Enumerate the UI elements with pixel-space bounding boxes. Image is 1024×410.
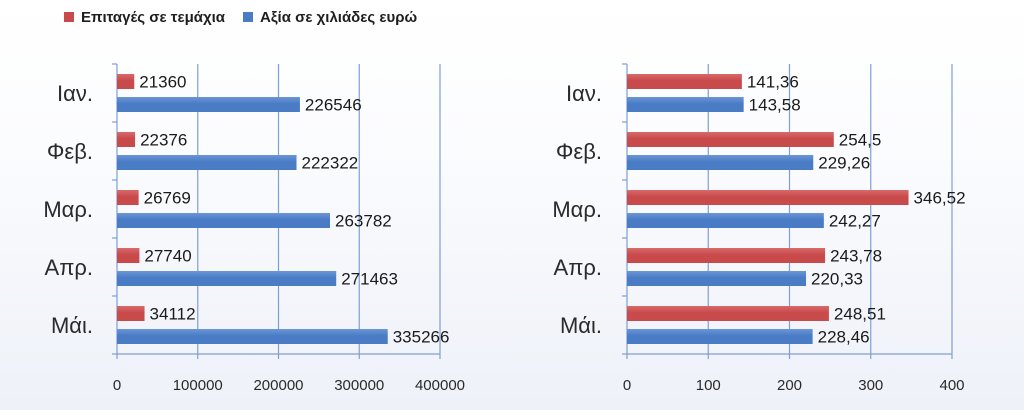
x-tick-label: 100000 — [173, 377, 223, 394]
data-label: 263782 — [335, 212, 392, 231]
bar-orders — [627, 248, 826, 263]
bar-orders — [627, 190, 909, 205]
data-label: 242,27 — [829, 212, 881, 231]
data-label: 222322 — [302, 154, 359, 173]
data-label: 248,51 — [834, 305, 886, 324]
bar-orders — [117, 132, 136, 147]
data-label: 26769 — [144, 189, 191, 208]
data-label: 22376 — [140, 131, 187, 150]
category-label: Φεβ. — [47, 139, 93, 164]
chart-panel-2: 0 100 200 300 400 Ιαν. 141,36 143,58 Φεβ. 254,5 22… — [552, 63, 966, 394]
bar-orders — [117, 306, 145, 321]
data-label: 335266 — [393, 328, 450, 347]
data-label: 34112 — [150, 305, 196, 324]
bar-orders — [627, 132, 834, 147]
bar-value — [627, 97, 744, 112]
data-label: 143,58 — [749, 96, 801, 115]
legend-swatch-orders — [64, 12, 74, 22]
x-tick-label: 0 — [623, 377, 631, 394]
data-label: 254,5 — [839, 131, 882, 150]
category-label: Φεβ. — [556, 139, 602, 164]
bar-orders — [117, 74, 135, 89]
data-label: 21360 — [139, 73, 186, 92]
category-label: Ιαν. — [57, 81, 93, 106]
bar-orders — [117, 248, 140, 263]
x-tick-label: 200 — [777, 377, 802, 394]
bar-orders — [627, 74, 742, 89]
data-label: 271463 — [341, 270, 398, 289]
x-tick-label: 400 — [939, 377, 964, 394]
category-label: Μάι. — [560, 313, 602, 338]
chart-legend: Επιταγές σε τεμάχια Αξία σε χιλιάδες ευρ… — [64, 6, 417, 28]
x-tick-label: 0 — [113, 377, 121, 394]
legend-item-orders: Επιταγές σε τεμάχια — [64, 9, 225, 26]
x-tick-label: 300000 — [334, 377, 384, 394]
category-label: Μαρ. — [43, 197, 93, 222]
bar-value — [117, 213, 331, 228]
data-label: 243,78 — [830, 247, 882, 266]
bar-value — [117, 97, 300, 112]
data-label: 27740 — [144, 247, 191, 266]
bar-value — [117, 271, 337, 286]
bar-orders — [627, 306, 829, 321]
bar-value — [627, 329, 813, 344]
chart-panel-1: 0 100000 200000 300000 400000 Ιαν. 21360 226546… — [43, 63, 465, 394]
bar-value — [627, 271, 807, 286]
x-tick-label: 100 — [696, 377, 721, 394]
x-tick-label: 200000 — [253, 377, 303, 394]
bar-value — [117, 155, 297, 170]
data-label: 220,33 — [811, 270, 863, 289]
data-label: 228,46 — [818, 328, 870, 347]
category-label: Μάι. — [51, 313, 93, 338]
legend-item-value: Αξία σε χιλιάδες ευρώ — [243, 9, 417, 26]
legend-label-value: Αξία σε χιλιάδες ευρώ — [260, 8, 418, 26]
legend-swatch-value — [243, 12, 254, 22]
x-tick-label: 400000 — [415, 377, 465, 394]
bar-value — [627, 213, 824, 228]
bar-value — [627, 155, 814, 170]
data-label: 346,52 — [914, 189, 966, 208]
data-label: 229,26 — [818, 154, 870, 173]
category-label: Απρ. — [45, 255, 93, 280]
x-tick-label: 300 — [858, 377, 883, 394]
data-label: 141,36 — [747, 73, 799, 92]
category-label: Απρ. — [554, 255, 602, 280]
category-label: Μαρ. — [552, 197, 602, 222]
legend-label-orders: Επιταγές σε τεμάχια — [81, 8, 226, 26]
category-label: Ιαν. — [566, 81, 602, 106]
data-label: 226546 — [305, 96, 362, 115]
bar-orders — [117, 190, 139, 205]
bar-value — [117, 329, 388, 344]
